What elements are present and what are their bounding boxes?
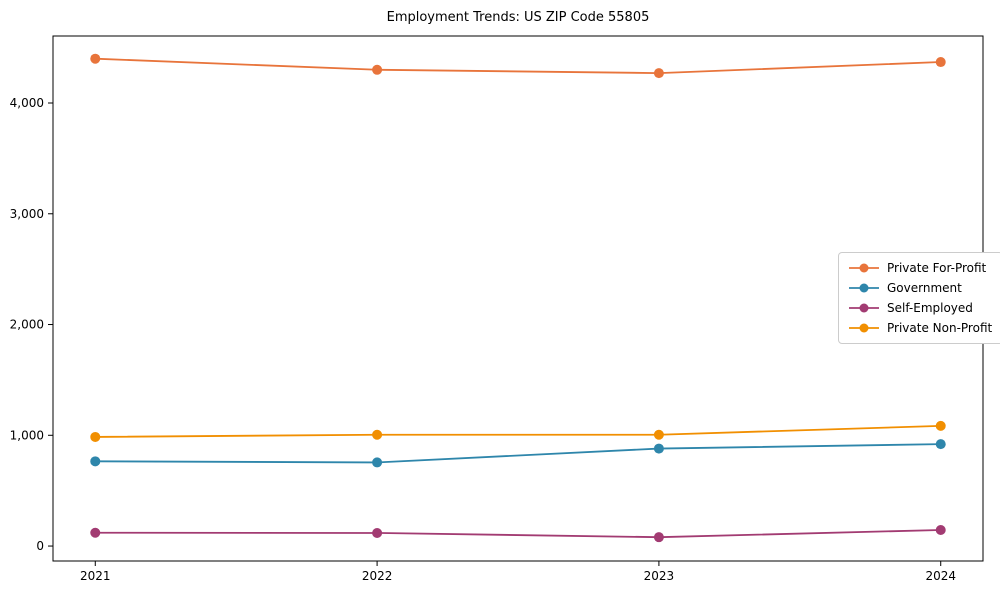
x-tick-label: 2021 [80, 569, 111, 583]
series-marker-self-employed [935, 524, 946, 535]
legend-marker-icon [859, 303, 869, 313]
legend-label: Government [887, 281, 962, 295]
series-line-private-for-profit [95, 57, 941, 75]
series-marker-private-for-profit [372, 64, 383, 75]
series-line-self-employed [95, 529, 941, 539]
legend-label: Self-Employed [887, 301, 973, 315]
series-marker-private-for-profit [90, 53, 101, 64]
series-marker-government [90, 456, 101, 467]
legend-item-private-non-profit: Private Non-Profit [849, 321, 992, 335]
legend-item-government: Government [849, 281, 992, 295]
y-tick-label: 0 [36, 539, 44, 553]
series-marker-government [935, 439, 946, 450]
legend-marker-icon [859, 323, 869, 333]
legend-label: Private For-Profit [887, 261, 987, 275]
legend-marker-icon [859, 283, 869, 293]
x-tick-label: 2023 [644, 569, 675, 583]
legend-item-private-for-profit: Private For-Profit [849, 261, 992, 275]
x-tick-label: 2024 [925, 569, 956, 583]
series-line-private-non-profit [95, 424, 941, 438]
legend-swatch-self-employed [849, 303, 879, 313]
series-line-government [95, 443, 941, 464]
legend-swatch-government [849, 283, 879, 293]
series-marker-private-non-profit [935, 420, 946, 431]
legend-marker-icon [859, 263, 869, 273]
x-tick-label: 2022 [362, 569, 393, 583]
y-tick-label: 2,000 [10, 318, 44, 332]
series-marker-private-for-profit [653, 68, 664, 79]
series-marker-private-non-profit [653, 429, 664, 440]
series-marker-private-non-profit [372, 429, 383, 440]
chart-title: Employment Trends: US ZIP Code 55805 [386, 10, 650, 25]
series-marker-private-for-profit [935, 57, 946, 68]
series-marker-private-non-profit [90, 431, 101, 442]
series-marker-self-employed [653, 532, 664, 543]
legend: Private For-Profit Government Self-Employe… [838, 252, 1000, 344]
series-marker-government [653, 443, 664, 454]
legend-swatch-private-for-profit [849, 263, 879, 273]
y-tick-label: 4,000 [10, 96, 44, 110]
series-marker-self-employed [90, 527, 101, 538]
legend-label: Private Non-Profit [887, 321, 993, 335]
y-tick-label: 3,000 [10, 207, 44, 221]
series-marker-government [372, 457, 383, 468]
legend-swatch-private-non-profit [849, 323, 879, 333]
series-marker-self-employed [372, 527, 383, 538]
y-tick-label: 1,000 [10, 428, 44, 442]
legend-item-self-employed: Self-Employed [849, 301, 992, 315]
